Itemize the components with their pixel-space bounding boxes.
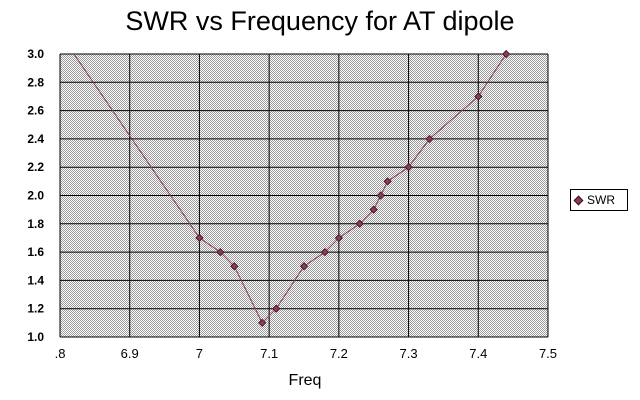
data-point-swr [383,177,392,186]
data-point-swr [299,262,309,271]
data-point-swr [404,163,413,172]
y-tick-label: 2.0 [27,189,44,203]
data-point-swr [258,318,267,327]
data-point-swr [376,191,385,200]
data-point-swr [230,262,239,271]
data-point-swr [369,205,378,214]
y-tick-label: 2.8 [27,75,44,89]
x-tick-label: 7.1 [260,346,278,361]
x-tick-label: 7.3 [400,346,418,361]
chart-title: SWR vs Frequency for AT dipole [125,6,515,36]
legend-label-swr: SWR [587,193,615,207]
data-point-swr [272,304,281,313]
data-point-swr [474,92,483,101]
x-tick-label: .8 [55,346,66,361]
y-tick-label: 1.0 [27,330,44,344]
y-tick-label: 1.2 [27,302,44,316]
y-tick-label: 2.4 [27,132,44,146]
y-tick-label: 2.6 [27,104,44,118]
y-tick-label: 3.0 [27,47,44,61]
x-tick-label: 7.5 [539,346,557,361]
x-tick-label: 7.2 [330,346,348,361]
series-swr [73,49,511,327]
axes [59,54,548,338]
data-point-swr [502,49,511,59]
data-point-swr [195,233,204,243]
data-point-swr [216,248,225,257]
x-tick-label: 6.9 [121,346,139,361]
legend-marker-swr [573,195,584,205]
data-point-swr [334,233,343,243]
y-tick-label: 1.6 [27,245,44,259]
legend: SWR [570,189,628,211]
y-tick-label: 2.2 [27,160,44,174]
data-point-swr [320,248,329,257]
x-tick-label: 7 [196,346,203,361]
data-point-swr [355,219,364,228]
x-axis-title: Freq [288,372,322,389]
y-tick-label: 1.8 [27,217,44,231]
y-tick-label: 1.4 [27,273,44,287]
tick-labels: 1.0 1.2 1.4 1.6 1.8 2.0 2.2 2.4 2.6 2.8 3.0 .8 6.9 7 7… [27,47,557,361]
x-tick-label: 7.4 [469,346,487,361]
data-point-swr [425,134,434,143]
